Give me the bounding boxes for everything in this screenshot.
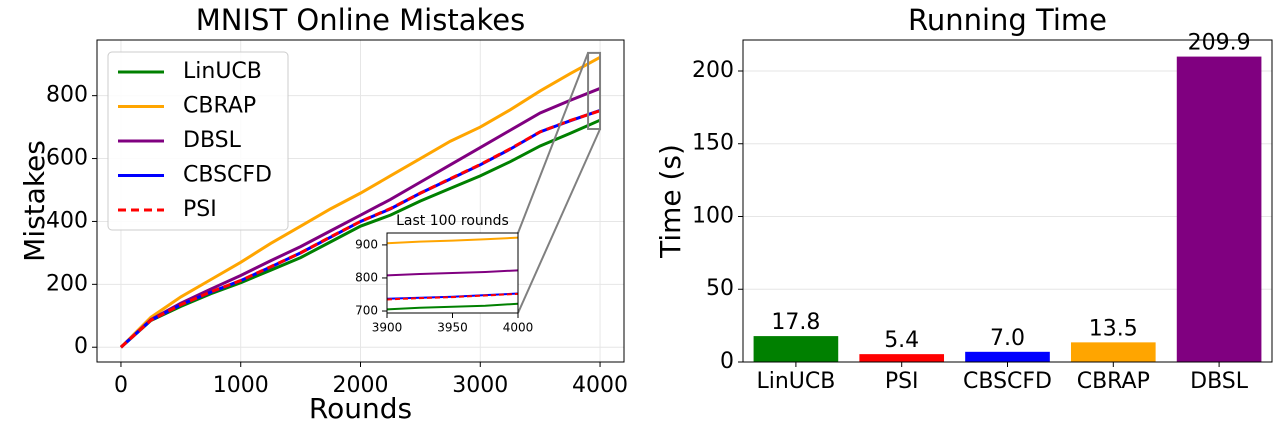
- legend-label: CBRAP: [183, 94, 256, 119]
- bar: [1176, 56, 1262, 363]
- bar: [965, 351, 1050, 362]
- line-series: [119, 87, 601, 349]
- x-tick-label: LinUCB: [756, 369, 835, 394]
- value-label: 17.8: [771, 310, 820, 335]
- x-tick-label: 4000: [572, 373, 628, 398]
- y-tick-label: 800: [46, 83, 88, 108]
- x-tick-label: CBSCFD: [963, 369, 1052, 394]
- y-tick-label: 100: [692, 203, 734, 228]
- y-tick-label: 900: [355, 237, 378, 251]
- legend-label: CBSCFD: [183, 163, 272, 188]
- legend-box: [107, 51, 289, 231]
- line-series: [119, 55, 601, 349]
- line-series: [386, 302, 519, 311]
- value-label: 13.5: [1089, 316, 1138, 341]
- value-label: 7.0: [990, 326, 1025, 351]
- bar: [859, 354, 945, 362]
- x-tick-label: DBSL: [1190, 369, 1249, 394]
- bar: [1070, 342, 1156, 362]
- y-tick-label: 150: [692, 131, 734, 156]
- legend-label: PSI: [183, 197, 217, 222]
- x-axis-label: Rounds: [309, 392, 412, 425]
- x-tick-label: 4000: [503, 320, 534, 334]
- bar: [753, 336, 839, 362]
- y-tick-label: 0: [74, 334, 88, 359]
- zoom-connector: [517, 128, 601, 314]
- x-tick-label: CBRAP: [1077, 369, 1150, 394]
- x-tick-label: 2000: [333, 373, 389, 398]
- line-series: [119, 109, 601, 349]
- y-tick-label: 200: [692, 58, 734, 83]
- legend-label: DBSL: [183, 128, 242, 153]
- zoom-box: [587, 51, 602, 130]
- y-tick-label: 600: [46, 146, 88, 171]
- chart-title: MNIST Online Mistakes: [196, 3, 525, 37]
- value-label: 5.4: [884, 328, 919, 353]
- y-tick-label: 50: [706, 276, 734, 301]
- x-tick-label: 3000: [452, 373, 508, 398]
- y-tick-label: 800: [355, 270, 378, 284]
- y-tick-label: 400: [46, 208, 88, 233]
- y-axis-label: Time (s): [654, 144, 687, 259]
- x-tick-label: 1000: [213, 373, 269, 398]
- inset-frame: [386, 232, 519, 314]
- axes-frame: [742, 39, 1273, 363]
- line-series: [386, 292, 519, 301]
- value-label: 209.9: [1188, 31, 1251, 56]
- x-tick-label: 3950: [437, 320, 468, 334]
- y-tick-label: 700: [355, 304, 378, 318]
- legend-label: LinUCB: [183, 59, 262, 84]
- x-tick-label: 3900: [372, 320, 403, 334]
- x-tick-label: 0: [114, 373, 128, 398]
- y-tick-label: 200: [46, 271, 88, 296]
- axes-frame: [96, 39, 625, 363]
- inset-title: Last 100 rounds: [396, 213, 509, 229]
- y-axis-label: Mistakes: [18, 140, 51, 262]
- y-tick-label: 0: [720, 349, 734, 374]
- zoom-connector: [517, 52, 590, 234]
- x-tick-label: PSI: [885, 369, 919, 394]
- chart-title: Running Time: [908, 3, 1107, 37]
- line-series: [386, 236, 519, 245]
- line-series: [386, 269, 519, 277]
